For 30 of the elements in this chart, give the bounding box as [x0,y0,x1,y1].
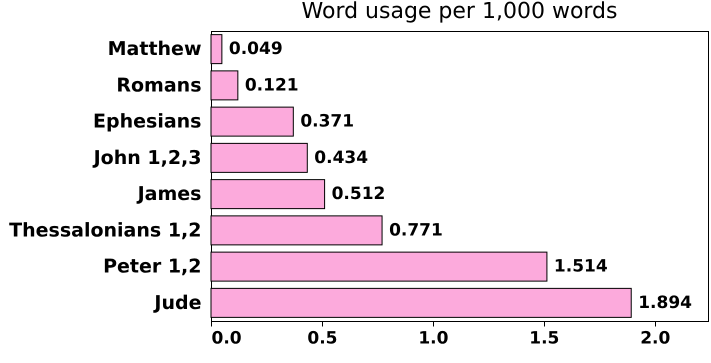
bar [210,142,308,173]
data-label: 0.434 [314,148,368,168]
data-label: 1.514 [554,256,608,277]
y-tick-label: Matthew [108,38,202,60]
x-tick-label: 1.5 [529,328,560,348]
y-tick-label: Jude [152,292,202,314]
x-tick-label: 1.0 [418,328,449,348]
chart-title: Word usage per 1,000 words [302,0,618,24]
y-tick-label: Ephesians [93,110,202,133]
x-tick-label: 0.5 [307,328,338,348]
data-label: 0.121 [244,75,299,96]
data-label: 0.371 [300,112,354,132]
x-tick-label: 0.0 [212,328,242,348]
bar [210,215,383,246]
data-label: 1.894 [638,292,692,313]
y-tick-label: Thessalonians 1,2 [9,219,202,242]
data-label: 0.771 [389,220,443,240]
y-tick-label: Peter 1,2 [103,256,202,278]
bar [210,179,326,210]
y-tick-label: James [136,183,202,206]
x-tick-label: 2.0 [640,328,670,348]
bar [210,252,548,282]
bar [210,34,222,64]
bar [210,288,632,318]
data-label: 0.512 [332,184,386,204]
data-label: 0.049 [228,39,283,60]
bar [210,106,294,137]
y-tick-label: Romans [116,74,202,96]
y-tick-label: John 1,2,3 [92,146,202,169]
bar [210,70,238,100]
